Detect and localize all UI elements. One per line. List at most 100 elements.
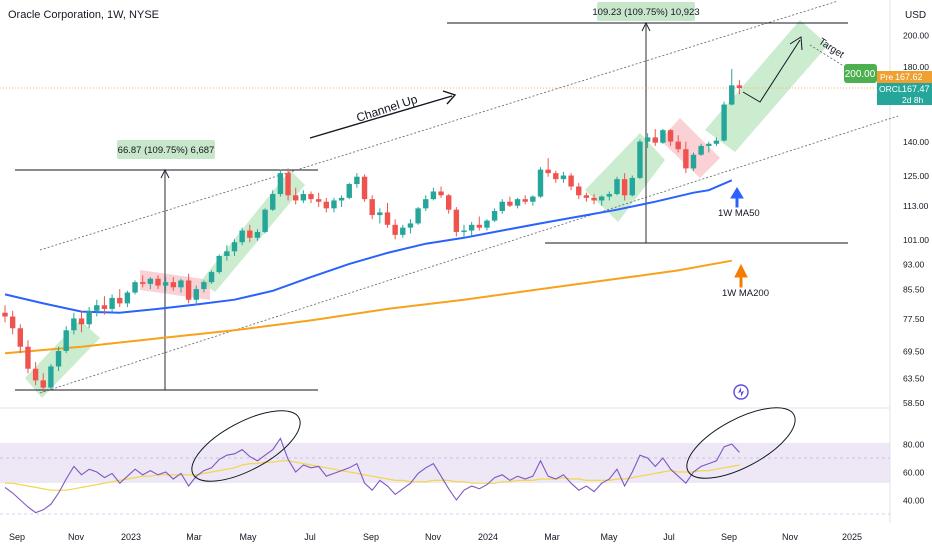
annotation-arrows bbox=[309, 36, 851, 288]
candle-body bbox=[660, 130, 666, 143]
candle-body bbox=[522, 199, 528, 202]
measure-left-arrowhead bbox=[160, 168, 170, 179]
candle-body bbox=[40, 380, 46, 388]
time-tick-label: 2024 bbox=[478, 532, 498, 542]
candle-body bbox=[300, 194, 307, 201]
candle-body bbox=[361, 176, 368, 200]
time-tick-label: Nov bbox=[68, 532, 85, 542]
candle-body bbox=[369, 199, 375, 216]
candle-body bbox=[308, 194, 314, 200]
candle-body bbox=[560, 175, 567, 180]
candle-body bbox=[239, 230, 245, 243]
candle-body bbox=[78, 318, 85, 325]
lightning-icon bbox=[738, 387, 744, 397]
candle-body bbox=[346, 184, 352, 198]
pre-badge-label: Pre bbox=[880, 72, 894, 82]
candle-body bbox=[713, 140, 720, 144]
candle-body bbox=[323, 201, 329, 209]
rsi-ellipses bbox=[191, 407, 796, 482]
candle-body bbox=[277, 173, 284, 195]
candle-body bbox=[224, 251, 230, 256]
candle-body bbox=[614, 179, 620, 195]
bear-box-2 bbox=[660, 118, 720, 178]
candle-body bbox=[86, 310, 92, 325]
price-tick-label: 113.00 bbox=[903, 201, 929, 211]
candle-body bbox=[507, 201, 513, 206]
rsi-ellipse-left bbox=[191, 410, 301, 482]
candle-body bbox=[652, 137, 658, 143]
candle-body bbox=[461, 230, 467, 232]
price-tick-label: 125.00 bbox=[903, 171, 929, 181]
time-tick-label: May bbox=[600, 532, 618, 542]
price-tick-label: 93.00 bbox=[903, 259, 925, 269]
time-tick-label: Sep bbox=[721, 532, 737, 542]
candle-body bbox=[476, 224, 482, 228]
candle-body bbox=[17, 328, 23, 347]
candle-body bbox=[721, 104, 727, 141]
rsi-pane bbox=[0, 437, 890, 515]
chart-title: Oracle Corporation, 1W, NYSE bbox=[8, 9, 159, 21]
candle-body bbox=[514, 199, 521, 206]
candle-body bbox=[247, 230, 253, 238]
candle-body bbox=[25, 346, 31, 369]
candle-body bbox=[2, 312, 8, 317]
pre-badge-value: 167.62 bbox=[895, 72, 923, 82]
measure-right-arrowhead bbox=[641, 21, 651, 32]
rsi-ellipse-right bbox=[686, 407, 796, 479]
price-tick-label: 77.50 bbox=[903, 314, 925, 324]
ma50-label: 1W MA50 bbox=[718, 208, 760, 219]
candle-body bbox=[354, 176, 360, 185]
candle-body bbox=[109, 297, 115, 309]
candle-body bbox=[568, 175, 574, 187]
price-tick-label: 58.50 bbox=[903, 398, 925, 408]
candle-body bbox=[48, 366, 54, 388]
candle-body bbox=[132, 282, 138, 293]
candle-body bbox=[384, 212, 391, 225]
price-tick-label: 101.00 bbox=[903, 235, 929, 245]
time-tick-label: Nov bbox=[425, 532, 442, 542]
candle-body bbox=[491, 211, 498, 221]
target-badge bbox=[844, 64, 877, 83]
candle-body bbox=[124, 292, 131, 304]
candle-body bbox=[315, 199, 322, 202]
time-tick-label: 2025 bbox=[842, 532, 862, 542]
time-tick-label: Jul bbox=[663, 532, 675, 542]
candle-body bbox=[629, 177, 635, 196]
candle-body bbox=[667, 130, 674, 142]
projection-path bbox=[742, 39, 801, 103]
time-tick-label: Nov bbox=[782, 532, 799, 542]
projection-arrow-head bbox=[789, 36, 803, 51]
candle-body bbox=[591, 197, 597, 201]
candle-body bbox=[32, 368, 39, 381]
candle-body bbox=[423, 199, 429, 209]
rsi-ma-line bbox=[5, 460, 740, 491]
candle-body bbox=[400, 227, 406, 235]
ma200-line bbox=[4, 259, 732, 355]
channel-arrow-shaft bbox=[309, 95, 453, 139]
candle-body bbox=[675, 141, 681, 150]
time-tick-label: Mar bbox=[544, 532, 560, 542]
time-tick-label: 2023 bbox=[121, 532, 141, 542]
ma50-line bbox=[4, 179, 733, 314]
measure-right-box bbox=[597, 2, 695, 21]
candle-body bbox=[285, 173, 291, 196]
candle-body bbox=[193, 289, 199, 300]
symbol-label: ORCL bbox=[879, 84, 903, 94]
candle-body bbox=[530, 196, 536, 202]
target-badge-value: 200.00 bbox=[845, 69, 876, 80]
channel-arrow-head bbox=[442, 90, 457, 105]
candle-body bbox=[606, 194, 613, 197]
candle-body bbox=[430, 191, 437, 200]
candle-body bbox=[537, 169, 544, 197]
candle-body bbox=[644, 137, 651, 142]
last-price-badge bbox=[877, 83, 932, 105]
candle-body bbox=[499, 201, 505, 212]
time-tick-label: Sep bbox=[363, 532, 379, 542]
candle-body bbox=[254, 231, 261, 238]
candle-body bbox=[71, 318, 77, 331]
candle-body bbox=[545, 169, 551, 174]
candle-body bbox=[170, 282, 176, 288]
rsi-line bbox=[4, 437, 740, 514]
candle-body bbox=[117, 297, 123, 304]
